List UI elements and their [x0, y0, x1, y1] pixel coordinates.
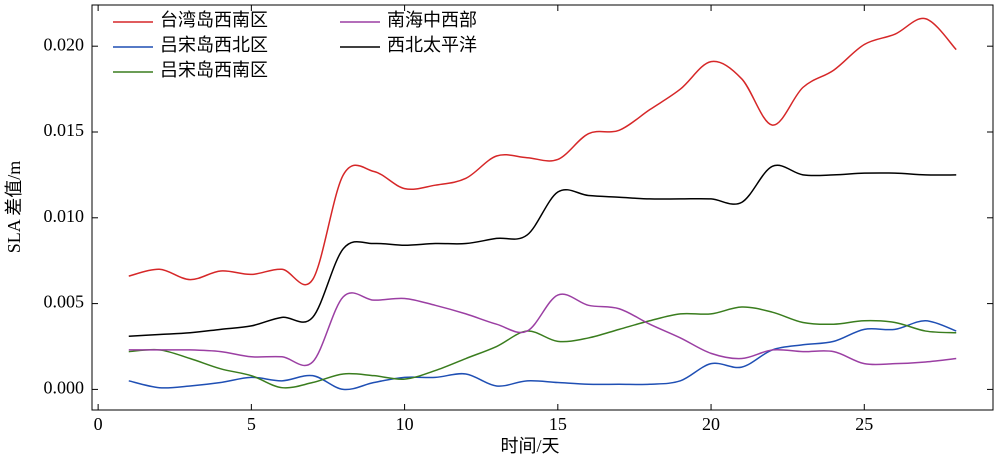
y-tick-label: 0.005 [44, 292, 85, 312]
x-axis-label: 时间/天 [500, 436, 559, 456]
x-tick-label: 25 [855, 414, 873, 434]
legend-label: 台湾岛西南区 [160, 10, 268, 30]
series-line [128, 306, 957, 389]
x-tick-label: 0 [94, 414, 103, 434]
x-tick-label: 20 [702, 414, 720, 434]
y-tick-label: 0.020 [44, 34, 85, 54]
x-tick-label: 10 [396, 414, 414, 434]
series-line [128, 320, 957, 391]
x-tick-label: 5 [247, 414, 256, 434]
y-tick-label: 0.010 [44, 206, 85, 226]
legend-label: 南海中西部 [387, 10, 477, 30]
legend-label: 吕宋岛西南区 [160, 60, 268, 80]
legend-label: 吕宋岛西北区 [160, 35, 268, 55]
series-line [128, 17, 957, 286]
legend-label: 西北太平洋 [387, 35, 477, 55]
x-tick-label: 15 [549, 414, 567, 434]
y-axis-label: SLA 差值/m [4, 161, 24, 254]
y-tick-label: 0.015 [44, 120, 85, 140]
series-line [128, 292, 957, 367]
series-line [128, 164, 957, 337]
y-tick-label: 0.000 [44, 378, 85, 398]
plot-frame [91, 4, 994, 411]
